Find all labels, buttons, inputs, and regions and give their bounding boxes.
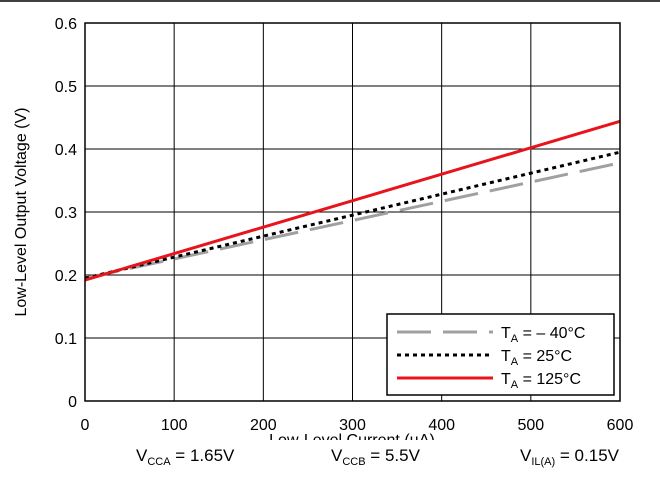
y-tick-label: 0.5 (55, 79, 77, 96)
x-tick-labels: 0 100 200 300 400 500 600 (81, 417, 634, 434)
x-tick-label: 0 (81, 417, 90, 434)
condition-value: = 5.5V (365, 446, 420, 465)
condition-symbol: V (331, 446, 343, 465)
condition-value: = 0.15V (555, 446, 619, 465)
condition-symbol: V (136, 446, 148, 465)
y-tick-label: 0 (68, 394, 77, 411)
condition-value: = 1.65V (170, 446, 235, 465)
series-line (84, 119, 621, 282)
x-tick-label: 200 (250, 417, 277, 434)
condition-subscript: IL(A) (531, 456, 556, 468)
legend-label: TA = – 40°C (501, 325, 585, 345)
plot-frame (84, 22, 621, 402)
x-tick-label: 400 (428, 417, 455, 434)
y-tick-label: 0.2 (55, 268, 77, 285)
condition-subscript: CCA (147, 456, 171, 468)
condition-vccb: VCCB = 5.5V (331, 446, 420, 468)
condition-symbol: V (520, 446, 532, 465)
x-tick-label: 500 (517, 417, 544, 434)
y-tick-label: 0.4 (55, 142, 77, 159)
chart-svg: 0 100 200 300 400 500 600 00.10.20.30.40.50.6 … (0, 0, 660, 440)
y-axis-title: Low-Level Output Voltage (V) (13, 107, 30, 316)
x-axis-title: Low-Level Current (µA) (269, 432, 435, 440)
y-tick-label: 0.3 (55, 205, 77, 222)
x-tick-label: 100 (161, 417, 188, 434)
x-tick-label: 300 (339, 417, 366, 434)
condition-subscript: CCB (342, 456, 366, 468)
series-layer (84, 119, 621, 282)
condition-vcca: VCCA = 1.65V (136, 446, 234, 468)
y-tick-label: 0.1 (55, 331, 77, 348)
x-tick-label: 600 (607, 417, 634, 434)
series-line (84, 150, 621, 280)
y-tick-labels: 0 0.1 0.2 0.3 0.4 0.5 0.6 (55, 16, 77, 411)
y-tick-label: 0.6 (55, 16, 77, 33)
condition-vil: VIL(A) = 0.15V (520, 446, 619, 468)
legend-label: TA = 25°C (501, 348, 572, 368)
legend: TA = – 40°C TA = 25°C TA = 125°C (386, 313, 615, 396)
legend-label: TA = 125°C (501, 371, 581, 391)
